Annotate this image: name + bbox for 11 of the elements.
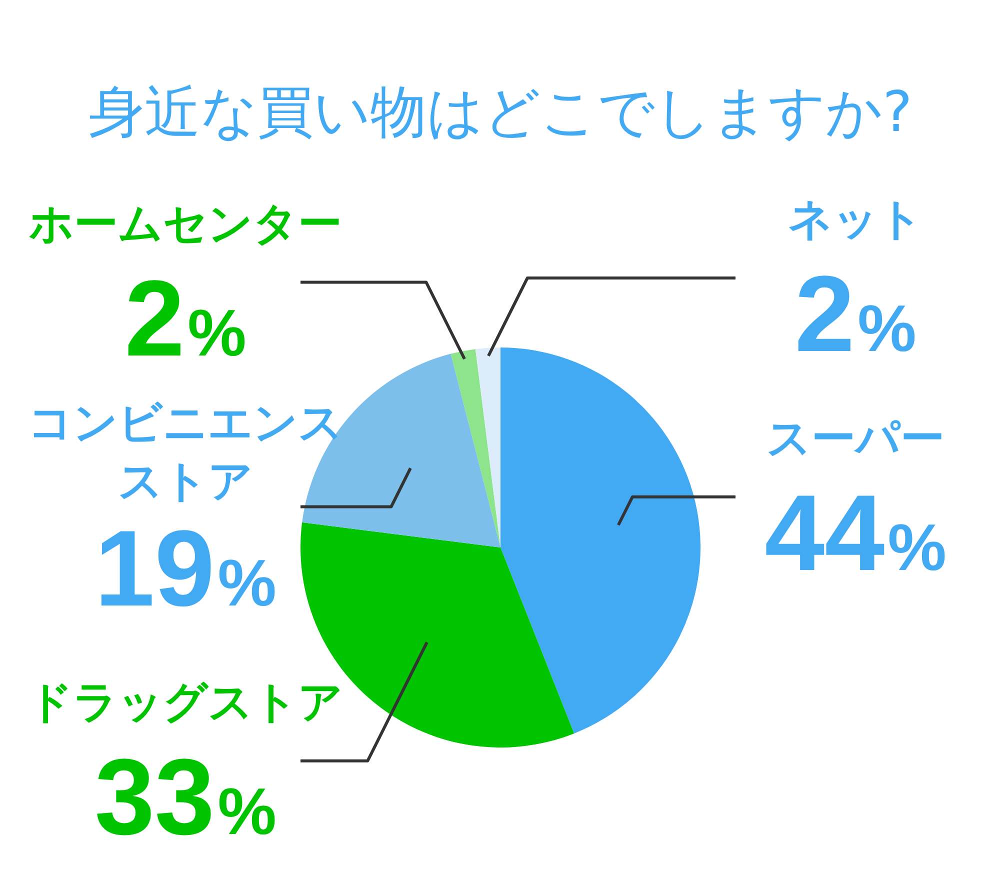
slice-label: スーパー (766, 412, 944, 464)
data-label: 19% (94, 507, 276, 628)
data-label: 44% (764, 472, 946, 593)
slice-label: ホームセンター (29, 198, 342, 250)
data-label: 2% (794, 253, 916, 374)
slice-label: ドラッグストア (28, 676, 343, 728)
slice-label: コンビニエンスストア (28, 397, 343, 507)
data-label: 33% (94, 736, 276, 857)
data-label: 2% (124, 257, 246, 378)
slice-label: ネット (788, 194, 923, 246)
chart-title: 身近な買い物はどこでしますか? (88, 80, 912, 145)
